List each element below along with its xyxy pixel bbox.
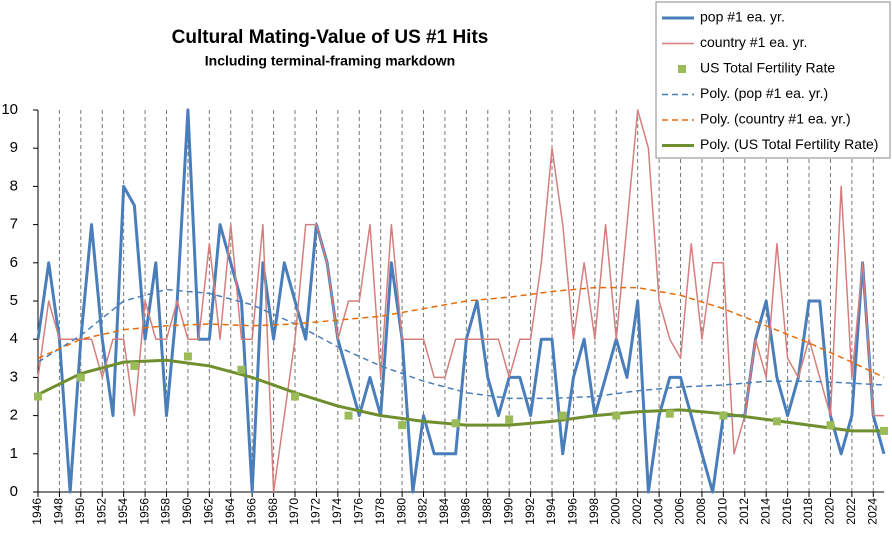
legend-label: pop #1 ea. yr. xyxy=(700,9,785,25)
x-tick-label: 2010 xyxy=(716,498,730,525)
x-tick-label: 2016 xyxy=(780,498,794,525)
y-tick-label: 7 xyxy=(10,216,18,233)
x-tick-label: 2002 xyxy=(630,498,644,525)
y-tick-label: 4 xyxy=(10,330,18,347)
x-tick-label: 2022 xyxy=(844,498,858,525)
marker xyxy=(130,361,139,370)
y-tick-label: 0 xyxy=(10,483,18,500)
legend-label: US Total Fertility Rate xyxy=(700,60,835,76)
x-tick-label: 2008 xyxy=(694,498,708,525)
marker xyxy=(291,392,300,401)
y-tick-label: 5 xyxy=(10,292,18,309)
marker xyxy=(880,426,888,435)
x-tick-label: 2024 xyxy=(865,498,879,525)
x-tick-label: 1986 xyxy=(459,498,473,525)
x-tick-label: 1978 xyxy=(373,498,387,525)
marker xyxy=(665,409,674,418)
x-tick-label: 1998 xyxy=(587,498,601,525)
x-tick-label: 2012 xyxy=(737,498,751,525)
series-line xyxy=(37,286,885,379)
x-tick-label: 2014 xyxy=(758,498,772,525)
x-tick-label: 1964 xyxy=(223,498,237,525)
chart-title: Cultural Mating-Value of US #1 Hits xyxy=(172,27,489,48)
x-tick-label: 1952 xyxy=(94,498,108,525)
x-tick-label: 1968 xyxy=(266,498,280,525)
y-tick-label: 10 xyxy=(1,101,18,118)
x-tick-label: 2000 xyxy=(608,498,622,525)
y-tick-label: 6 xyxy=(10,254,18,271)
legend-marker xyxy=(678,65,686,73)
x-tick-label: 2018 xyxy=(801,498,815,525)
x-tick-label: 1960 xyxy=(180,498,194,525)
x-tick-label: 1994 xyxy=(544,498,558,525)
x-tick-label: 1976 xyxy=(351,498,365,525)
x-tick-label: 2004 xyxy=(651,498,665,525)
x-tick-label: 1980 xyxy=(394,498,408,525)
y-tick-label: 1 xyxy=(10,445,18,462)
x-tick-label: 1962 xyxy=(202,498,216,525)
legend: pop #1 ea. yr. country #1 ea. yr. US Total… xyxy=(655,1,891,159)
x-tick-label: 1948 xyxy=(52,498,66,525)
series-line xyxy=(37,109,884,493)
marker xyxy=(719,411,728,420)
marker xyxy=(344,411,353,420)
x-tick-label: 1996 xyxy=(566,498,580,525)
x-tick-label: 1990 xyxy=(501,498,515,525)
y-tick-label: 9 xyxy=(10,139,18,156)
x-tick-label: 1970 xyxy=(287,498,301,525)
legend-label: country #1 ea. yr. xyxy=(700,34,807,50)
x-tick-label: 1966 xyxy=(244,498,258,525)
y-tick-label: 8 xyxy=(10,177,18,194)
x-tick-label: 1946 xyxy=(30,498,44,525)
legend-label: Poly. (pop #1 ea. yr.) xyxy=(700,85,828,101)
x-tick-label: 2006 xyxy=(673,498,687,525)
x-tick-label: 2020 xyxy=(823,498,837,525)
x-tick-label: 1950 xyxy=(73,498,87,525)
marker xyxy=(505,415,514,424)
marker xyxy=(451,419,460,428)
series-line xyxy=(37,358,884,433)
x-tick-label: 1988 xyxy=(480,498,494,525)
series-line xyxy=(37,288,885,400)
marker xyxy=(76,373,85,382)
x-tick-label: 1982 xyxy=(416,498,430,525)
marker xyxy=(183,352,192,361)
marker xyxy=(398,421,407,430)
x-tick-label: 1956 xyxy=(137,498,151,525)
legend-label: Poly. (US Total Fertility Rate) xyxy=(700,136,878,152)
marker xyxy=(558,411,567,420)
x-tick-label: 1958 xyxy=(159,498,173,525)
x-tick-label: 1992 xyxy=(523,498,537,525)
x-tick-label: 1974 xyxy=(330,498,344,525)
x-tick-label: 1984 xyxy=(437,498,451,525)
marker xyxy=(612,411,621,420)
marker xyxy=(237,365,246,374)
x-tick-label: 1972 xyxy=(309,498,323,525)
x-tick-label: 1954 xyxy=(116,498,130,525)
marker xyxy=(826,421,835,430)
legend-label: Poly. (country #1 ea. yr.) xyxy=(700,111,851,127)
y-tick-label: 3 xyxy=(10,368,18,385)
marker xyxy=(772,417,781,426)
chart-subtitle: Including terminal-framing markdown xyxy=(205,53,455,69)
y-tick-label: 2 xyxy=(10,407,18,424)
legend-box xyxy=(655,1,891,159)
marker xyxy=(34,392,42,401)
